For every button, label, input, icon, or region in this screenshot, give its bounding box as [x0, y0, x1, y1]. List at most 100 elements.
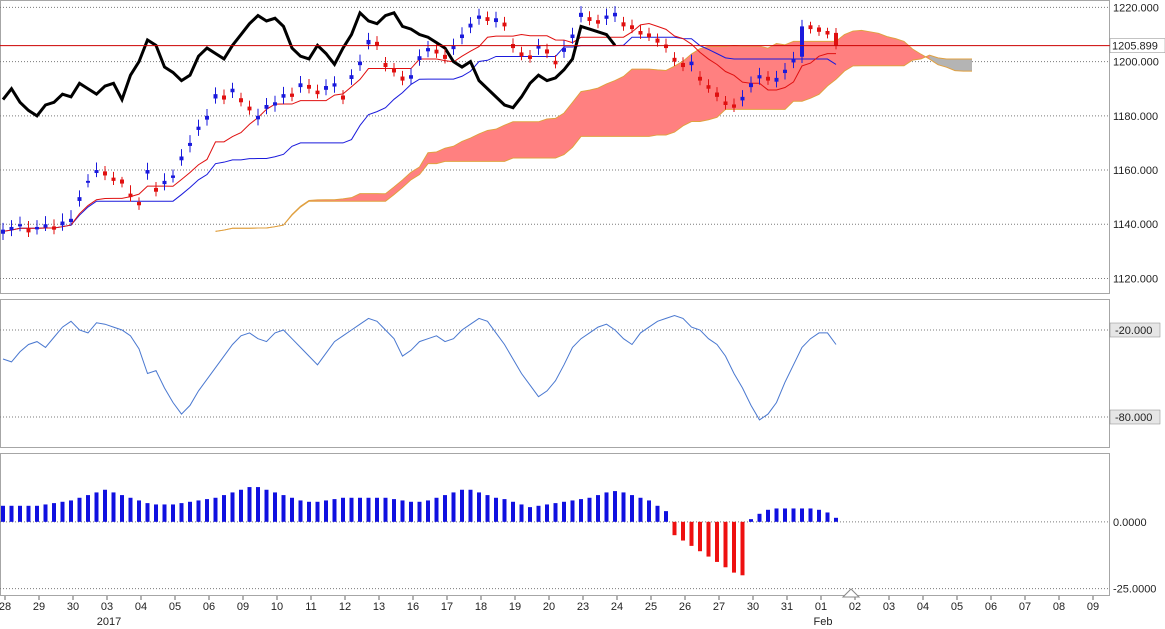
- candle-body: [808, 25, 813, 30]
- histogram-bar: [596, 495, 600, 522]
- candle-body: [324, 86, 328, 90]
- candle-body: [111, 177, 116, 181]
- cloud-segment: [470, 133, 479, 162]
- histogram-bar: [426, 500, 430, 522]
- histogram-bar: [35, 505, 39, 522]
- price-tick-label: 1180.000: [1113, 111, 1158, 123]
- cloud-segment: [878, 33, 887, 66]
- price-panel-border: [0, 0, 1110, 294]
- candle-body: [536, 45, 541, 49]
- histogram-bar: [264, 489, 269, 522]
- cloud-segment: [734, 45, 743, 110]
- histogram-bar: [298, 500, 303, 522]
- candle-body: [460, 34, 464, 39]
- candle-body: [349, 75, 354, 79]
- histogram-bar: [43, 504, 48, 522]
- candle-body: [783, 69, 787, 74]
- histogram-bar: [94, 492, 99, 522]
- candle-body: [553, 60, 558, 65]
- cloud-segment: [870, 31, 879, 66]
- scroll-end-marker[interactable]: [841, 588, 861, 598]
- candle-body: [485, 17, 490, 21]
- histogram-bar: [604, 492, 609, 522]
- cloud-segment: [785, 41, 794, 110]
- cloud-segment: [887, 36, 896, 66]
- histogram-bar: [732, 521, 736, 573]
- candle-body: [723, 101, 728, 105]
- x-tick-label: 05: [951, 601, 963, 613]
- x-tick-label: 31: [781, 601, 793, 613]
- x-tick-label: 29: [33, 601, 45, 613]
- candle-body: [545, 49, 549, 54]
- cloud-segment: [368, 193, 377, 202]
- candle-body: [366, 39, 371, 45]
- candle-body: [222, 95, 226, 100]
- x-tick-label: 30: [67, 601, 79, 613]
- cloud-segment: [538, 119, 547, 158]
- histogram-bar: [791, 508, 796, 522]
- cloud-segment: [649, 69, 658, 137]
- candle-body: [290, 93, 294, 97]
- oscillator-series: [2, 314, 837, 421]
- histogram-bar: [706, 521, 711, 557]
- candle-body: [451, 45, 456, 50]
- histogram-bar: [60, 501, 65, 522]
- cloud-segment: [513, 121, 522, 158]
- candle-body: [689, 61, 694, 66]
- cloud-segment: [742, 46, 751, 110]
- histogram-bar: [137, 500, 141, 522]
- histogram-bar: [1, 505, 5, 522]
- oscillator-tick-label: -80.000: [1115, 412, 1152, 424]
- histogram-bar: [647, 500, 651, 522]
- candle-body: [443, 54, 447, 59]
- x-tick-label: 07: [1019, 601, 1031, 613]
- candle-body: [766, 76, 770, 81]
- cloud-segment: [343, 197, 352, 202]
- x-tick-label: 20: [543, 601, 555, 613]
- cloud-segment: [683, 54, 692, 126]
- x-tick-label: 03: [883, 601, 895, 613]
- x-tick-label: 03: [101, 601, 113, 613]
- cloud-segment: [598, 83, 607, 137]
- x-tick-label: 02: [849, 601, 861, 613]
- cloud-segment: [462, 138, 471, 162]
- oscillator-tick-tag: [1109, 322, 1161, 338]
- x-axis-labels: 28 29 30 03 04 05 06 09 10 11 12 13 16 17 18 19 20 23 24 25…: [0, 596, 1099, 628]
- x-secondary-label: 2017: [97, 616, 121, 628]
- candle-body: [426, 48, 430, 52]
- x-tick-label: 25: [645, 601, 657, 613]
- candle-body: [528, 55, 532, 59]
- histogram-bar: [570, 500, 575, 522]
- histogram-bar: [154, 504, 158, 522]
- histogram-bar: [434, 497, 439, 522]
- x-tick-label: 10: [271, 601, 283, 613]
- candle-body: [298, 83, 303, 88]
- candle-body: [128, 193, 133, 198]
- cloud-segment: [351, 193, 360, 202]
- cloud-segment: [487, 129, 496, 162]
- x-tick-label: 16: [407, 601, 419, 613]
- candle-body: [239, 98, 243, 103]
- candle-body: [672, 57, 677, 62]
- histogram-bar: [324, 500, 328, 522]
- candle-body: [154, 187, 158, 192]
- cloud-segment: [700, 46, 709, 122]
- price-tick-label: 1120.000: [1113, 273, 1158, 285]
- cloud-segment: [666, 66, 675, 135]
- histogram-tick-label: -25.0000: [1113, 584, 1156, 596]
- candle-body: [43, 224, 48, 228]
- candle-body: [596, 20, 600, 24]
- candle-body: [715, 92, 719, 97]
- histogram-bar: [519, 504, 524, 522]
- candle-body: [647, 33, 651, 38]
- cloud-segment: [581, 90, 590, 137]
- histogram-bar: [613, 491, 617, 522]
- x-tick-label: 24: [611, 601, 623, 613]
- candle-body: [86, 180, 90, 183]
- chikou-span-line: [1, 10, 617, 118]
- histogram-bar: [332, 499, 337, 522]
- histogram-bar: [494, 497, 498, 522]
- histogram-bar: [528, 507, 532, 522]
- candle-body: [213, 94, 218, 99]
- cloud-segment: [377, 193, 386, 202]
